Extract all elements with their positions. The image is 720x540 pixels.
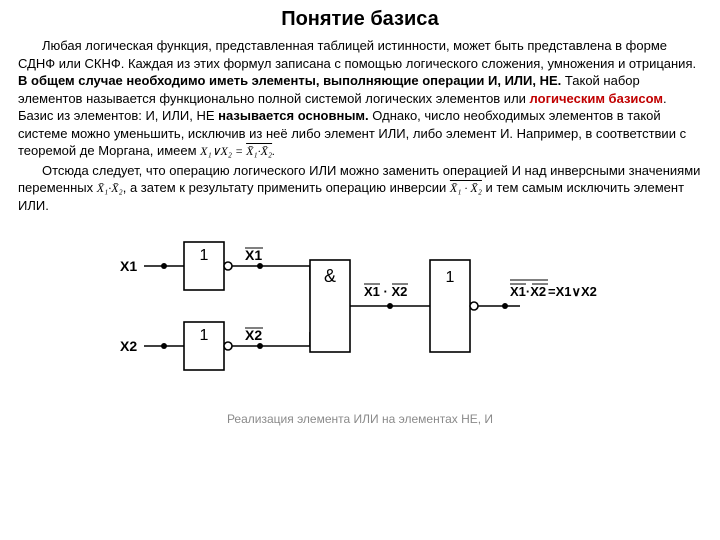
f1-mid: = xyxy=(232,144,246,158)
svg-text:X2: X2 xyxy=(120,338,137,354)
p2-f1: X̄₁·X̄₂ xyxy=(97,181,123,195)
svg-text:&: & xyxy=(324,266,336,286)
svg-text:X2: X2 xyxy=(245,327,262,343)
f1-lhs: X₁∨X₂ xyxy=(200,144,232,158)
svg-text:X1: X1 xyxy=(245,247,262,263)
svg-text:X1: X1 xyxy=(120,258,137,274)
p1-red1: логическим базисом xyxy=(530,91,664,106)
f1-rhs: X̄₁·X̄₂ xyxy=(246,144,272,158)
formula-demorgan: X₁∨X₂ = X̄₁·X̄₂. xyxy=(200,144,275,158)
svg-text:X1·X2: X1·X2 xyxy=(510,284,546,299)
p2-f2: X̄₁ · X̄₂ xyxy=(450,181,482,195)
f1-tail: . xyxy=(272,144,275,158)
diagram-caption: Реализация элемента ИЛИ на элементах НЕ,… xyxy=(18,412,702,426)
svg-text:1: 1 xyxy=(200,247,209,264)
svg-text:=X1∨X2: =X1∨X2 xyxy=(548,284,597,299)
svg-text:1: 1 xyxy=(200,327,209,344)
logic-diagram: X1 X2 1 1 X1 X2 & X1 · X2 1 X1·X2=X1∨X2 xyxy=(18,226,702,406)
p1-bold2: называется основным. xyxy=(218,108,369,123)
svg-text:X1 · X2: X1 · X2 xyxy=(364,284,407,299)
p1-t1: Любая логическая функция, представленная… xyxy=(18,38,696,71)
page-title: Понятие базиса xyxy=(18,8,702,31)
paragraph-2: Отсюда следует, что операцию логического… xyxy=(18,162,702,215)
p1-bold1: В общем случае необходимо иметь элементы… xyxy=(18,73,561,88)
p2-t2: , а затем к результату применить операци… xyxy=(123,180,450,195)
svg-text:1: 1 xyxy=(446,269,455,286)
paragraph-1: Любая логическая функция, представленная… xyxy=(18,37,702,160)
